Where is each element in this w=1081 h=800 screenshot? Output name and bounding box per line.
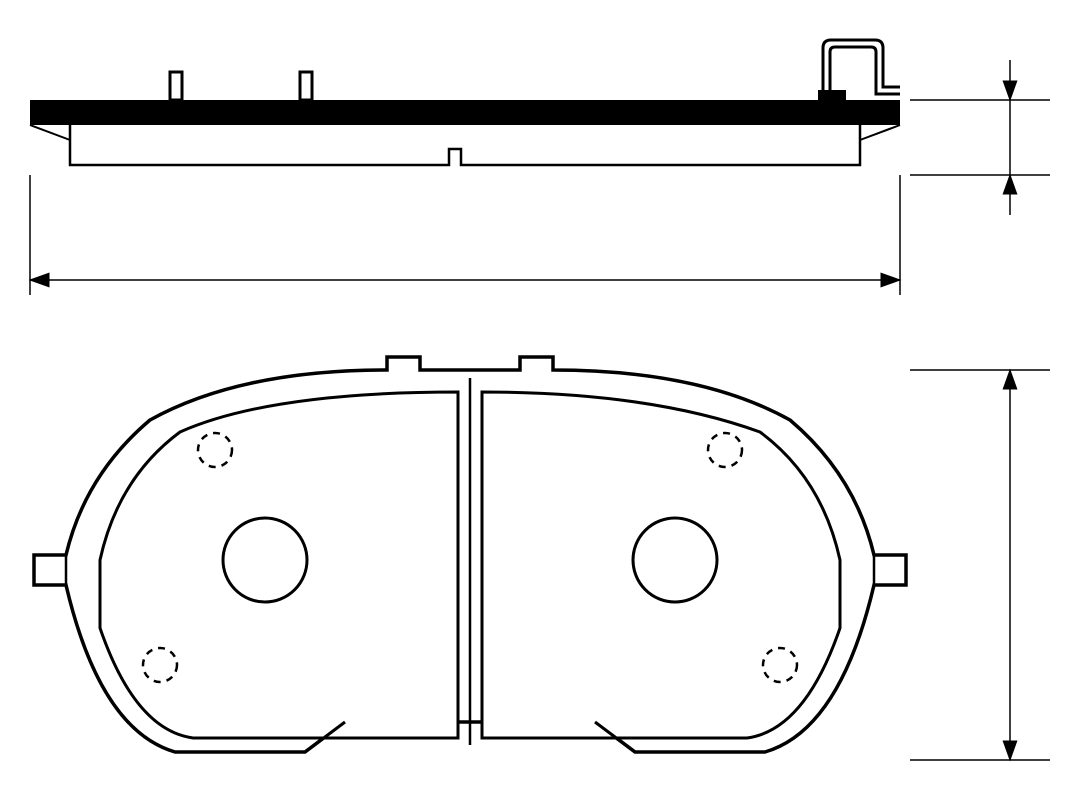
width-dimension [30, 175, 900, 295]
front-view [34, 357, 906, 752]
backing-plate-pins [170, 72, 312, 100]
technical-drawing [0, 0, 1081, 800]
wear-indicator-clip [818, 40, 900, 100]
friction-material-band [30, 100, 900, 125]
backing-plate-outline [70, 125, 860, 165]
thickness-dimension [910, 60, 1050, 215]
height-dimension [910, 370, 1050, 760]
side-profile-view [30, 40, 900, 165]
